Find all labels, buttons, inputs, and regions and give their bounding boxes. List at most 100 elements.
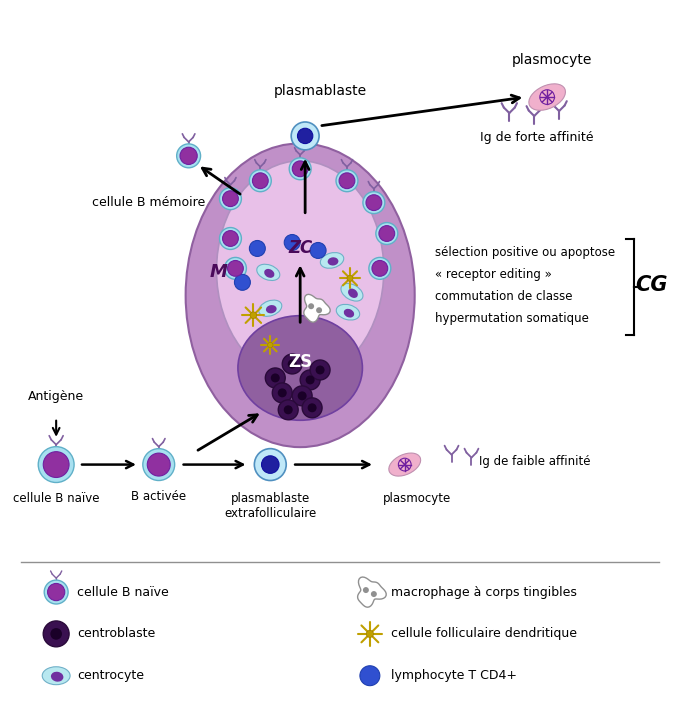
Circle shape [48, 583, 65, 601]
Circle shape [262, 455, 279, 474]
Circle shape [43, 621, 69, 647]
Ellipse shape [344, 309, 354, 317]
Text: macrophage à corps tingibles: macrophage à corps tingibles [391, 586, 577, 599]
Ellipse shape [259, 300, 282, 317]
Circle shape [347, 275, 353, 281]
Circle shape [363, 587, 369, 593]
Text: centroblaste: centroblaste [77, 628, 155, 641]
Circle shape [278, 388, 287, 398]
Circle shape [44, 580, 68, 604]
Circle shape [44, 452, 69, 477]
Circle shape [369, 257, 391, 279]
Ellipse shape [186, 143, 415, 447]
Ellipse shape [217, 161, 384, 380]
Ellipse shape [320, 252, 344, 268]
Ellipse shape [264, 269, 274, 278]
Circle shape [300, 370, 320, 390]
Circle shape [272, 383, 292, 403]
Circle shape [287, 359, 297, 369]
Circle shape [38, 447, 74, 482]
Ellipse shape [529, 84, 565, 111]
Ellipse shape [266, 305, 276, 313]
Text: commutation de classe: commutation de classe [434, 290, 572, 303]
Circle shape [282, 354, 302, 374]
Ellipse shape [42, 667, 70, 685]
Text: cellule B mémoire: cellule B mémoire [92, 196, 206, 209]
Circle shape [143, 449, 175, 481]
Circle shape [376, 223, 398, 244]
Text: Ig de forte affinité: Ig de forte affinité [480, 131, 594, 144]
Circle shape [306, 375, 315, 385]
Ellipse shape [341, 283, 363, 301]
Circle shape [254, 449, 286, 481]
Text: Ig de faible affinité: Ig de faible affinité [479, 455, 591, 468]
Text: cellule folliculaire dendritique: cellule folliculaire dendritique [391, 628, 577, 641]
Text: B activée: B activée [131, 490, 187, 503]
Ellipse shape [328, 257, 338, 265]
Circle shape [292, 161, 308, 176]
Circle shape [284, 406, 293, 414]
Polygon shape [358, 577, 386, 607]
Circle shape [289, 158, 311, 180]
Text: plasmablaste: plasmablaste [274, 84, 366, 98]
Circle shape [250, 312, 257, 318]
Text: sélection positive ou apoptose: sélection positive ou apoptose [434, 246, 615, 259]
Circle shape [147, 453, 170, 476]
Text: CG: CG [635, 275, 668, 295]
Ellipse shape [336, 304, 360, 320]
Text: centrocyte: centrocyte [77, 669, 144, 683]
Ellipse shape [51, 672, 63, 682]
Circle shape [308, 303, 314, 309]
Circle shape [266, 368, 285, 388]
Circle shape [302, 398, 322, 418]
Circle shape [291, 122, 319, 150]
Text: plasmablaste
extrafolliculaire: plasmablaste extrafolliculaire [224, 492, 317, 521]
Circle shape [253, 173, 268, 189]
Circle shape [310, 242, 326, 258]
Text: M: M [210, 263, 227, 281]
Circle shape [225, 257, 247, 279]
Circle shape [284, 234, 300, 250]
Circle shape [372, 260, 387, 276]
Circle shape [176, 144, 201, 168]
Circle shape [271, 374, 280, 382]
Circle shape [379, 226, 395, 241]
Circle shape [219, 188, 241, 210]
Circle shape [249, 241, 266, 257]
Circle shape [234, 274, 251, 291]
Circle shape [363, 192, 385, 213]
Text: lymphocyte T CD4+: lymphocyte T CD4+ [391, 669, 517, 683]
Text: ZC: ZC [288, 239, 313, 257]
Circle shape [223, 191, 238, 207]
Circle shape [292, 386, 312, 406]
Circle shape [360, 666, 380, 685]
Circle shape [227, 260, 243, 276]
Text: cellule B naïve: cellule B naïve [77, 586, 169, 599]
Circle shape [336, 170, 358, 192]
Circle shape [316, 307, 322, 313]
Circle shape [279, 400, 298, 420]
Text: plasmocyte: plasmocyte [512, 54, 592, 67]
Circle shape [371, 591, 377, 597]
Circle shape [180, 147, 197, 164]
Text: « receptor editing »: « receptor editing » [434, 268, 552, 281]
Circle shape [308, 403, 317, 412]
Circle shape [310, 360, 330, 380]
Text: ZS: ZS [288, 353, 312, 371]
Ellipse shape [257, 264, 280, 281]
Ellipse shape [348, 288, 358, 298]
Circle shape [298, 391, 306, 401]
Circle shape [298, 128, 313, 144]
Text: cellule B naïve: cellule B naïve [13, 492, 99, 505]
Circle shape [249, 170, 271, 192]
Circle shape [366, 630, 373, 638]
Ellipse shape [238, 316, 362, 420]
Circle shape [219, 228, 241, 249]
Text: hypermutation somatique: hypermutation somatique [434, 312, 588, 325]
Ellipse shape [389, 453, 421, 476]
Circle shape [366, 194, 382, 210]
Circle shape [223, 231, 238, 247]
Polygon shape [304, 294, 330, 322]
Circle shape [339, 173, 355, 189]
Text: plasmocyte: plasmocyte [383, 492, 451, 505]
